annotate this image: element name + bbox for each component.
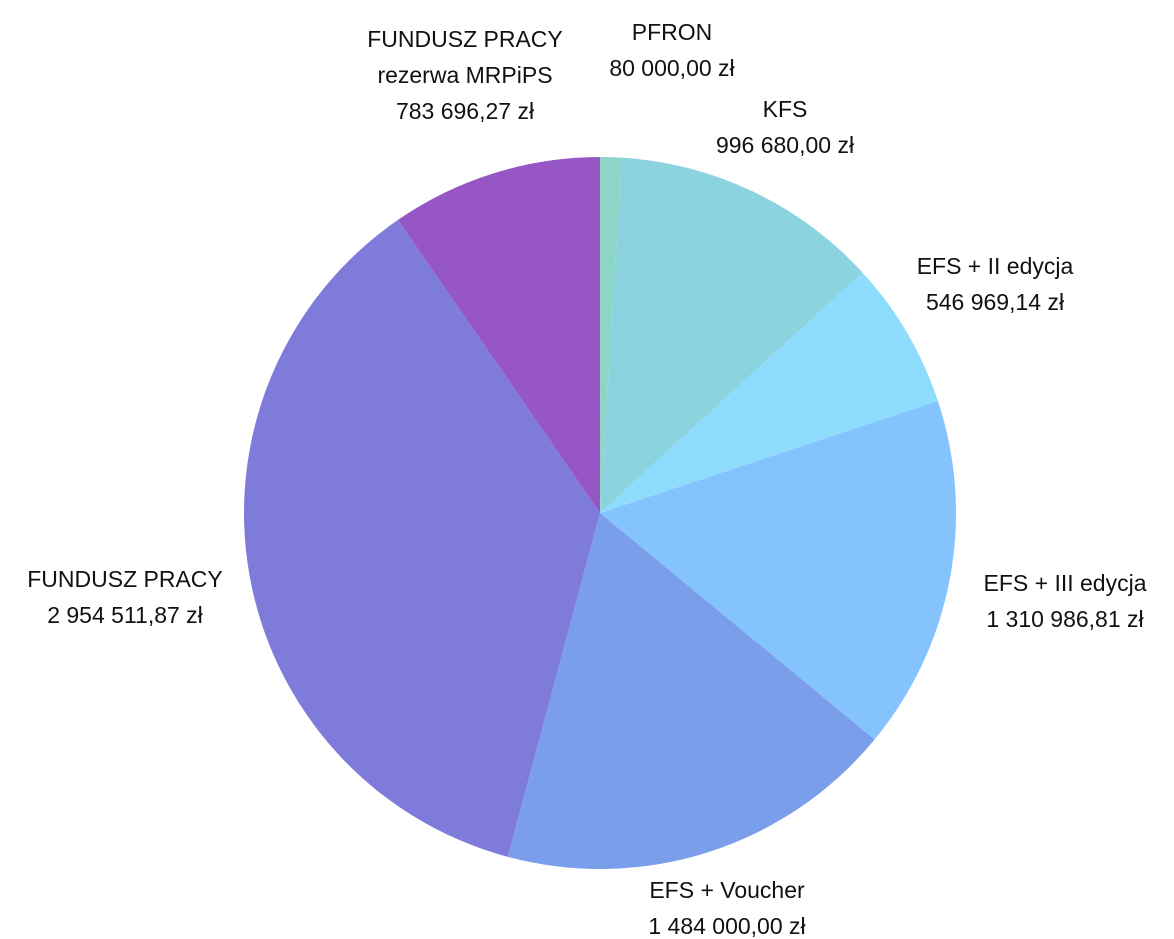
- category-label: EFS + II edycja: [916, 253, 1074, 279]
- category-label: FUNDUSZ PRACY rezerwa MRPiPS: [367, 26, 563, 88]
- value-label: 80 000,00 zł: [609, 55, 735, 81]
- value-label: 2 954 511,87 zł: [47, 602, 203, 628]
- slice-label: EFS + III edycja 1 310 986,81 zł: [955, 565, 1174, 637]
- pie-slice: [600, 157, 622, 513]
- pie-slice: [600, 272, 938, 513]
- category-label: EFS + Voucher: [649, 877, 805, 903]
- category-label: PFRON: [631, 19, 713, 45]
- slice-label: FUNDUSZ PRACY rezerwa MRPiPS 783 696,27 z…: [358, 21, 573, 129]
- slice-label: PFRON 80 000,00 zł: [592, 14, 752, 86]
- pie-slice: [243, 219, 600, 857]
- value-label: 546 969,14 zł: [925, 289, 1065, 315]
- value-label: 783 696,27 zł: [395, 98, 535, 124]
- slice-label: FUNDUSZ PRACY 2 954 511,87 zł: [5, 561, 245, 633]
- pie-slice: [397, 157, 600, 513]
- category-label: KFS: [762, 96, 808, 122]
- pie-slice: [600, 400, 956, 740]
- pie-slice: [507, 513, 875, 869]
- slice-label: EFS + Voucher 1 484 000,00 zł: [617, 872, 837, 939]
- pie-slice: [600, 157, 863, 514]
- value-label: 1 310 986,81 zł: [986, 606, 1144, 632]
- value-label: 1 484 000,00 zł: [648, 913, 806, 939]
- slice-label: KFS 996 680,00 zł: [685, 91, 885, 163]
- value-label: 996 680,00 zł: [715, 132, 855, 158]
- slice-label: EFS + II edycja 546 969,14 zł: [885, 248, 1105, 320]
- category-label: EFS + III edycja: [983, 570, 1147, 596]
- category-label: FUNDUSZ PRACY: [27, 566, 223, 592]
